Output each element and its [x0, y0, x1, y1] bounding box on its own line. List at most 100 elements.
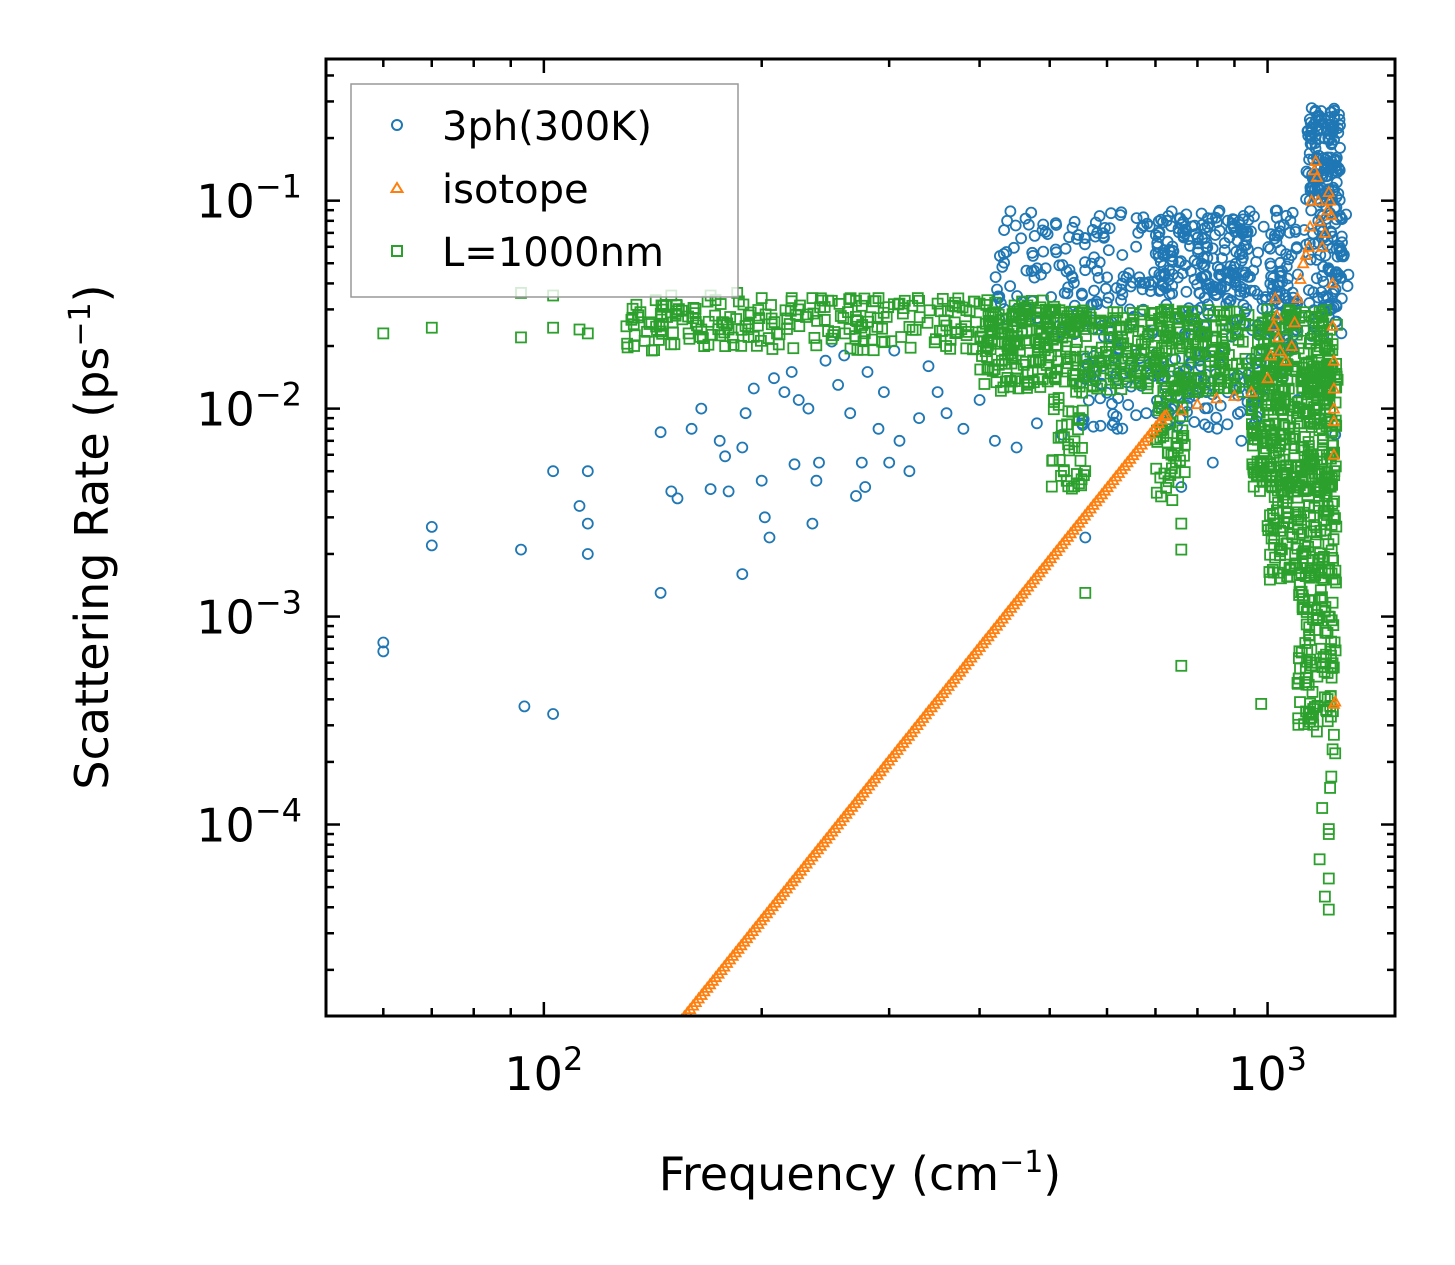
isotope-point	[1285, 339, 1299, 351]
3ph-point	[581, 548, 594, 560]
boundary-point	[1263, 475, 1276, 488]
boundary-point	[1263, 419, 1276, 432]
boundary-point	[1100, 345, 1112, 358]
boundary-point	[1038, 344, 1051, 357]
boundary-point	[1053, 304, 1066, 317]
boundary-point	[1274, 392, 1287, 404]
boundary-point	[1322, 872, 1335, 885]
boundary-point	[989, 296, 1002, 309]
boundary-point	[866, 333, 878, 346]
boundary-point	[766, 343, 779, 355]
3ph-point	[1198, 232, 1211, 245]
boundary-point	[1243, 319, 1256, 332]
boundary-point	[913, 294, 925, 307]
3ph-point	[931, 386, 944, 399]
boundary-point	[1009, 375, 1021, 388]
boundary-point	[735, 323, 748, 336]
boundary-point	[1160, 306, 1173, 319]
boundary-point	[547, 321, 559, 334]
3ph-point	[883, 456, 896, 469]
boundary-point	[1253, 406, 1266, 419]
boundary-point	[1134, 308, 1146, 321]
boundary-point	[1189, 348, 1202, 361]
boundary-point	[1170, 333, 1183, 346]
boundary-point	[1321, 332, 1333, 345]
boundary-point	[1117, 337, 1130, 350]
boundary-point	[1010, 362, 1023, 375]
3ph-point	[1309, 106, 1322, 118]
boundary-point	[960, 329, 973, 342]
boundary-point	[1321, 715, 1334, 728]
3ph-point	[1305, 121, 1317, 134]
boundary-point	[1293, 579, 1306, 591]
boundary-point	[1325, 519, 1338, 531]
boundary-point	[1230, 305, 1243, 318]
boundary-point	[1174, 390, 1187, 403]
isotope-point	[1320, 203, 1335, 216]
3ph-point	[1199, 270, 1211, 283]
3ph-point	[1302, 124, 1314, 137]
3ph-point	[1049, 243, 1062, 256]
boundary-point	[1298, 306, 1311, 319]
3ph-point	[998, 256, 1010, 269]
3ph-point	[1328, 133, 1340, 146]
boundary-point	[1247, 421, 1259, 434]
boundary-point	[515, 331, 527, 344]
3ph-point	[1028, 229, 1041, 242]
3ph-point	[1153, 226, 1166, 239]
boundary-point	[858, 292, 871, 305]
boundary-point	[986, 335, 998, 348]
3ph-point	[1229, 276, 1242, 289]
3ph-point	[1326, 241, 1339, 254]
3ph-point	[989, 271, 1002, 284]
3ph-point	[1335, 250, 1348, 263]
boundary-point	[949, 300, 961, 313]
boundary-point	[759, 308, 772, 321]
3ph-point	[1107, 408, 1120, 421]
boundary-point	[1317, 433, 1330, 446]
boundary-point	[1020, 337, 1033, 349]
isotope-point	[1271, 330, 1285, 343]
3ph-point	[1265, 228, 1278, 241]
3ph-point	[819, 354, 832, 367]
3ph-point	[665, 485, 678, 498]
boundary-point	[983, 315, 996, 328]
3ph-point	[1094, 419, 1107, 432]
3ph-point	[755, 474, 768, 487]
boundary-point	[1249, 371, 1262, 384]
3ph-point	[957, 422, 970, 435]
boundary-point	[1130, 369, 1142, 382]
boundary-point	[871, 312, 884, 325]
boundary-point	[1268, 538, 1280, 551]
boundary-point	[1287, 471, 1300, 484]
boundary-point	[1215, 314, 1228, 327]
boundary-point	[1146, 306, 1158, 319]
boundary-point	[1288, 360, 1301, 373]
3ph-point	[1116, 249, 1129, 261]
boundary-point	[1313, 486, 1326, 499]
3ph-point	[1101, 271, 1113, 284]
3ph-point	[1041, 228, 1054, 241]
3ph-point	[654, 587, 667, 599]
isotope-point	[1307, 163, 1321, 176]
boundary-point	[1062, 438, 1074, 451]
boundary-point	[1277, 495, 1289, 508]
boundary-point	[1261, 437, 1274, 449]
boundary-point	[1198, 326, 1211, 339]
legend-frame	[350, 83, 739, 298]
boundary-point	[1079, 465, 1092, 478]
isotope-point	[1327, 401, 1341, 414]
boundary-point	[1326, 552, 1339, 564]
3ph-point	[973, 394, 986, 406]
boundary-point	[1229, 379, 1241, 392]
3ph-point	[1211, 261, 1224, 274]
boundary-point	[1304, 510, 1316, 523]
boundary-point	[1141, 364, 1154, 377]
boundary-point	[1210, 334, 1223, 347]
boundary-point	[1269, 551, 1281, 564]
boundary-point	[878, 336, 891, 349]
legend-label-boundary: L=1000nm	[442, 230, 664, 276]
3ph-point	[1009, 219, 1022, 232]
boundary-point	[573, 323, 586, 336]
boundary-point	[1166, 494, 1179, 507]
